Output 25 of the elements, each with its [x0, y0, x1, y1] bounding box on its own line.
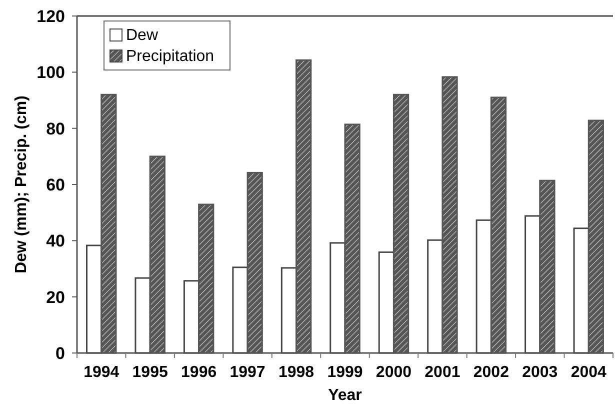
legend-label: Precipitation — [126, 48, 214, 65]
x-tick-label: 1997 — [230, 364, 266, 381]
y-tick-label: 100 — [36, 63, 65, 82]
x-tick-label: 2003 — [522, 364, 558, 381]
x-tick-label: 1998 — [278, 364, 314, 381]
x-tick-label: 2001 — [424, 364, 460, 381]
x-tick-label: 2002 — [473, 364, 510, 381]
bar — [330, 242, 346, 354]
y-axis-title: Dew (mm); Precip. (cm) — [13, 96, 30, 274]
x-tick-label: 1994 — [84, 364, 120, 381]
y-tick-label: 0 — [56, 344, 65, 363]
x-axis-title: Year — [328, 387, 362, 404]
x-tick-label: 1995 — [132, 364, 168, 381]
legend-label: Dew — [126, 27, 158, 44]
y-tick-label: 20 — [46, 288, 65, 307]
x-tick-label: 1996 — [181, 364, 217, 381]
bar — [134, 277, 151, 354]
y-tick-label: 120 — [36, 6, 65, 26]
x-tick-label: 2000 — [376, 364, 412, 381]
x-tick-label: 1999 — [327, 364, 363, 381]
y-tick-label: 60 — [46, 175, 65, 194]
y-tick-label: 80 — [46, 119, 65, 138]
bar — [232, 266, 248, 354]
x-tick-label: 2004 — [570, 364, 607, 381]
y-tick-label: 40 — [46, 232, 65, 251]
